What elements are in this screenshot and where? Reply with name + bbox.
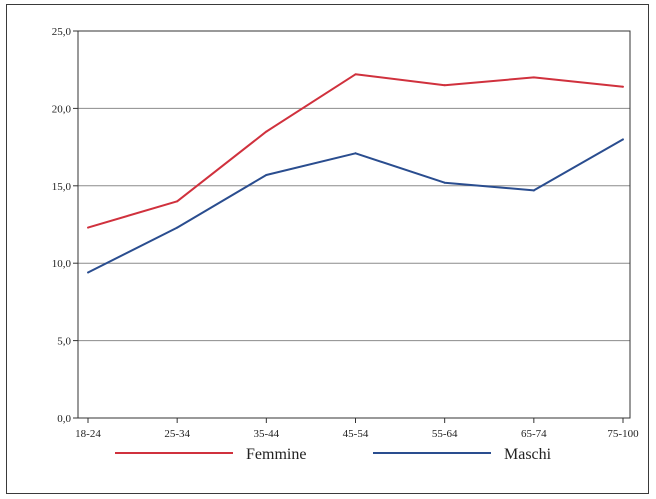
data-point [622, 85, 624, 88]
series-line-maschi [87, 138, 624, 274]
data-point [354, 73, 357, 76]
data-point [265, 130, 268, 133]
axes [77, 30, 631, 419]
y-tick-label: 5,0 [57, 336, 71, 348]
x-tick-label: 45-54 [343, 428, 369, 440]
legend-label-femmine: Femmine [246, 446, 306, 463]
y-tick-label: 0,0 [57, 413, 71, 425]
x-tick-label: 55-64 [432, 428, 458, 440]
x-tick-label: 25-34 [164, 428, 190, 440]
data-point [87, 226, 89, 229]
data-point [622, 138, 624, 141]
y-tick-label: 10,0 [52, 258, 72, 270]
legend: Femmine Maschi [115, 446, 552, 463]
y-tick-label: 20,0 [52, 103, 72, 115]
data-point [354, 152, 357, 155]
chart-frame [6, 4, 649, 494]
data-point [87, 271, 89, 274]
y-axis-ticks: 0,0 5,0 10,0 15,0 20,0 25,0 [52, 26, 78, 425]
x-tick-label: 65-74 [521, 428, 547, 440]
data-point [443, 181, 446, 184]
data-point [443, 84, 446, 87]
series-line-femmine [87, 73, 624, 229]
series-lines [87, 73, 624, 274]
data-point [265, 173, 268, 176]
y-tick-label: 15,0 [52, 181, 72, 193]
legend-label-maschi: Maschi [504, 446, 552, 463]
x-tick-label: 35-44 [253, 428, 279, 440]
data-point [176, 200, 179, 203]
plot-area-border [77, 30, 631, 419]
y-tick-label: 25,0 [52, 26, 72, 38]
x-tick-label: 18-24 [75, 428, 101, 440]
x-tick-label: 75-100 [607, 428, 639, 440]
gridlines [78, 30, 630, 342]
data-point [176, 226, 179, 229]
x-axis-ticks: 18-24 25-34 35-44 45-54 55-64 65-74 75-100 [75, 418, 639, 440]
data-point [532, 189, 535, 192]
data-point [532, 76, 535, 79]
